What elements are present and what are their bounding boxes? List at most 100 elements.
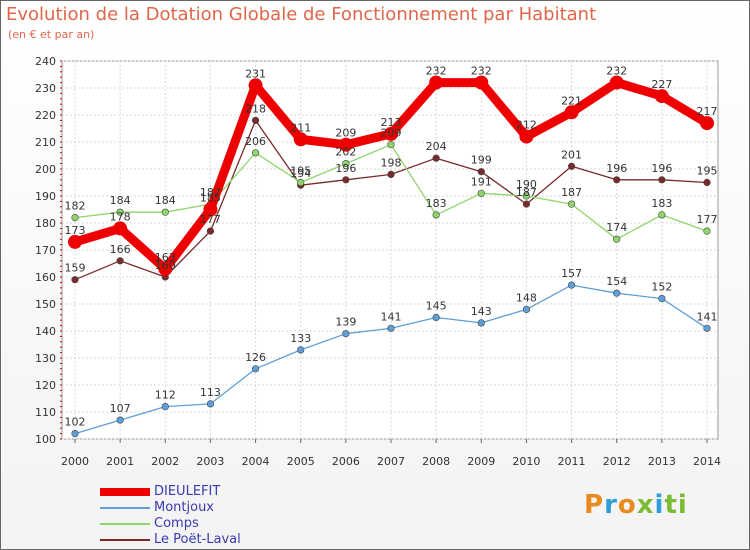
data-label-0: 232 xyxy=(471,65,492,78)
data-label-3: 198 xyxy=(381,156,402,169)
data-label-0: 173 xyxy=(65,224,86,237)
series-point-2 xyxy=(342,160,350,168)
series-point-3 xyxy=(206,227,215,235)
data-label-1: 102 xyxy=(65,416,86,429)
data-label-3: 194 xyxy=(290,167,311,180)
series-point-1 xyxy=(251,365,260,373)
series-point-1 xyxy=(522,305,531,314)
y-tick-label: 150 xyxy=(35,298,56,311)
data-label-1: 133 xyxy=(290,332,311,345)
data-label-0: 232 xyxy=(606,65,627,78)
proxiti-logo: Proxiti xyxy=(584,490,688,520)
series-point-1 xyxy=(658,295,666,303)
series-point-2 xyxy=(432,211,440,219)
grid xyxy=(61,60,719,440)
data-label-2: 187 xyxy=(200,186,221,199)
series-point-2 xyxy=(116,208,124,216)
data-label-3: 195 xyxy=(697,165,718,178)
series-point-1 xyxy=(342,330,350,338)
series-point-3 xyxy=(658,176,666,184)
data-label-0: 209 xyxy=(335,127,356,140)
y-tick-label: 220 xyxy=(35,109,56,122)
y-tick-label: 160 xyxy=(35,271,56,284)
data-label-1: 145 xyxy=(426,300,447,313)
series-point-3 xyxy=(567,162,576,170)
series-point-0 xyxy=(158,261,173,276)
data-label-2: 174 xyxy=(606,221,627,234)
series-point-0 xyxy=(338,137,353,152)
series-point-2 xyxy=(297,178,305,187)
data-label-2: 191 xyxy=(471,175,492,188)
y-tick-label: 100 xyxy=(35,433,56,446)
line-chart: 1001101201301401501601701801902002102202… xyxy=(35,55,721,468)
x-tick-label: 2006 xyxy=(332,455,360,468)
chart-subtitle: (en € et par an) xyxy=(8,28,95,41)
series-point-2 xyxy=(161,208,169,216)
data-label-1: 113 xyxy=(200,386,221,399)
x-tick-label: 2002 xyxy=(151,455,179,468)
data-label-2: 190 xyxy=(516,178,537,191)
data-label-3: 199 xyxy=(471,154,492,167)
data-label-2: 209 xyxy=(381,127,402,140)
data-label-2: 184 xyxy=(155,194,176,207)
series-point-1 xyxy=(116,416,124,424)
series-point-2 xyxy=(477,189,485,197)
x-tick-label: 2003 xyxy=(196,455,224,468)
data-label-3: 196 xyxy=(335,162,356,175)
chart-title: Evolution de la Dotation Globale de Fonc… xyxy=(6,4,597,25)
data-label-1: 139 xyxy=(335,316,356,329)
x-tick-label: 2005 xyxy=(287,455,315,468)
data-label-2: 187 xyxy=(561,186,582,199)
series-point-3 xyxy=(703,178,711,187)
data-label-0: 221 xyxy=(561,94,582,107)
x-tick-label: 2000 xyxy=(61,455,89,468)
data-label-2: 183 xyxy=(426,197,447,210)
series-point-1 xyxy=(297,346,305,354)
data-label-1: 141 xyxy=(381,310,402,323)
x-tick-label: 2013 xyxy=(648,455,676,468)
series-point-3 xyxy=(387,170,395,178)
legend-label-montjoux: Montjoux xyxy=(154,500,215,515)
x-tick-label: 2007 xyxy=(377,455,405,468)
data-label-0: 178 xyxy=(110,210,131,223)
data-label-3: 196 xyxy=(651,162,672,175)
data-label-0: 232 xyxy=(426,65,447,78)
series-point-0 xyxy=(384,126,398,141)
legend-label-comps: Comps xyxy=(154,516,199,531)
series-point-3 xyxy=(613,176,621,184)
data-label-0: 211 xyxy=(290,121,311,134)
legend-swatch-comps xyxy=(100,523,150,525)
x-tick-label: 2004 xyxy=(242,455,270,468)
data-label-0: 185 xyxy=(200,192,221,205)
data-label-2: 184 xyxy=(110,194,131,207)
data-label-3: 159 xyxy=(65,262,86,275)
series-point-3 xyxy=(522,200,531,208)
series-point-1 xyxy=(206,400,215,408)
y-tick-label: 230 xyxy=(35,82,56,95)
data-label-3: 201 xyxy=(561,148,582,161)
series-point-2 xyxy=(71,214,79,222)
axes: 1001101201301401501601701801902002102202… xyxy=(35,55,721,468)
data-label-3: 166 xyxy=(110,243,131,256)
series-point-3 xyxy=(432,154,440,162)
x-tick-label: 2014 xyxy=(693,455,721,468)
x-tick-label: 2008 xyxy=(422,455,450,468)
y-tick-label: 180 xyxy=(35,217,56,230)
data-label-3: 196 xyxy=(606,162,627,175)
y-tick-label: 170 xyxy=(35,244,56,257)
series-point-2 xyxy=(387,141,395,149)
data-label-2: 182 xyxy=(65,200,86,213)
y-tick-label: 210 xyxy=(35,136,56,149)
legend-swatch-dieulefit xyxy=(100,488,150,496)
series-point-2 xyxy=(522,192,531,200)
legend-swatch-montjoux xyxy=(100,507,150,509)
series-point-1 xyxy=(161,403,169,411)
y-tick-label: 110 xyxy=(35,406,56,419)
series-point-0 xyxy=(113,221,128,236)
series-point-1 xyxy=(613,289,621,297)
data-label-0: 217 xyxy=(697,105,718,118)
data-label-1: 107 xyxy=(110,402,131,415)
data-label-1: 157 xyxy=(561,267,582,280)
series-point-2 xyxy=(567,200,576,208)
data-label-1: 141 xyxy=(697,310,718,323)
